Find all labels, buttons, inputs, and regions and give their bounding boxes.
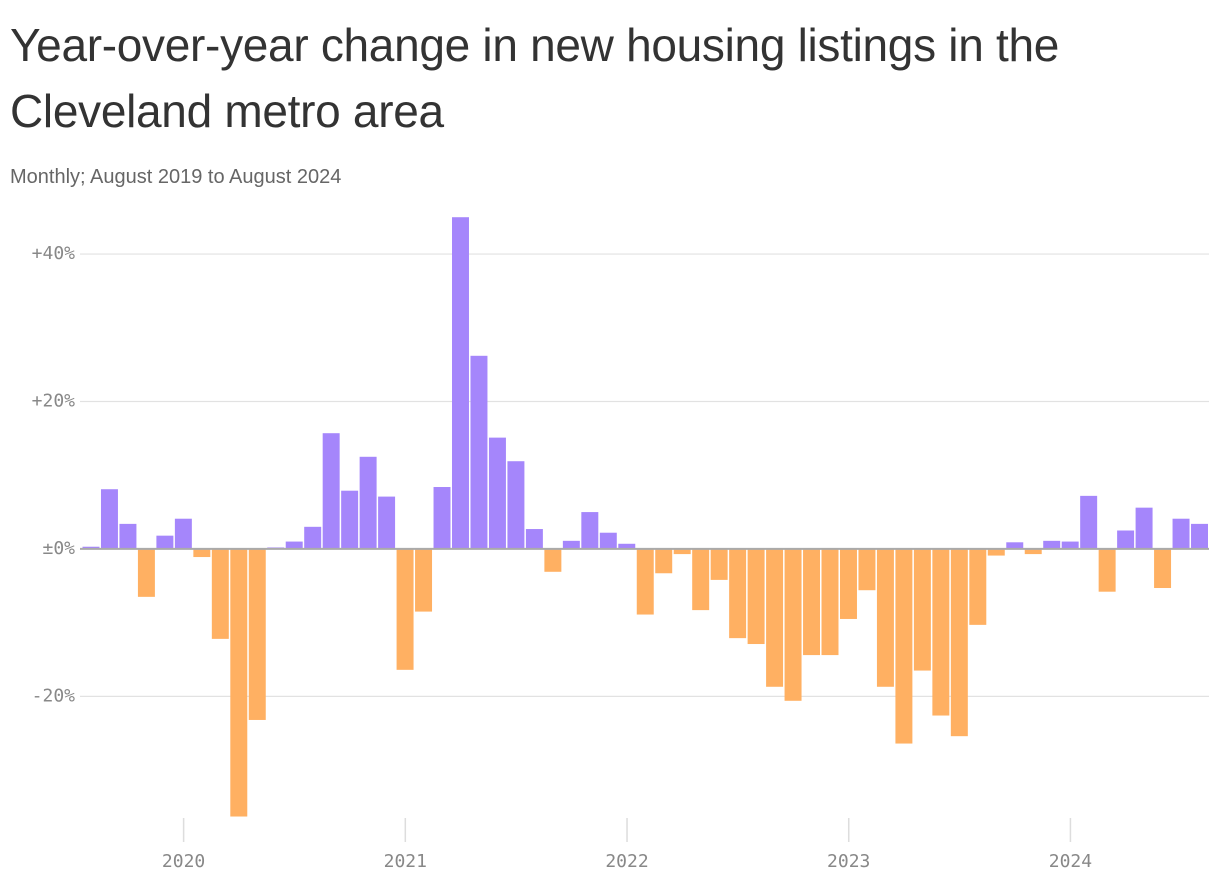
bar	[710, 548, 728, 580]
x-tick-label: 2023	[827, 851, 870, 872]
bar	[415, 548, 433, 612]
bar	[1117, 530, 1135, 549]
bar	[100, 489, 118, 549]
bar	[322, 433, 340, 549]
bar	[507, 461, 525, 549]
bar	[876, 548, 894, 687]
bar	[1191, 523, 1208, 549]
x-tick-label: 2021	[384, 851, 427, 872]
x-tick-label: 2020	[162, 851, 205, 872]
bar	[1080, 495, 1098, 549]
bar	[1006, 542, 1024, 549]
chart-title: Year-over-year change in new housing lis…	[10, 19, 1060, 137]
bar	[1061, 541, 1079, 549]
bar	[82, 546, 100, 549]
bar	[581, 512, 599, 549]
bar	[803, 548, 821, 656]
x-tick-label: 2024	[1049, 851, 1092, 872]
bar	[1135, 507, 1153, 549]
bar	[747, 548, 765, 645]
bar	[1098, 548, 1116, 592]
x-tick-label: 2022	[605, 851, 648, 872]
y-tick-label: ±0%	[42, 538, 75, 559]
bar	[784, 548, 802, 701]
bar	[378, 496, 396, 549]
bar	[304, 526, 322, 549]
bar	[950, 548, 968, 737]
bar	[1024, 548, 1042, 555]
bar	[544, 548, 562, 572]
bar	[119, 523, 137, 549]
bar	[913, 548, 931, 671]
bar	[562, 540, 580, 549]
bar	[1043, 540, 1061, 549]
bar	[433, 487, 451, 549]
bar	[987, 548, 1005, 556]
bar	[1154, 548, 1172, 589]
y-tick-label: -20%	[32, 685, 76, 706]
bar	[525, 529, 543, 549]
bar	[285, 541, 303, 549]
bar	[230, 548, 248, 817]
bar	[396, 548, 414, 670]
bar	[599, 532, 617, 549]
bar	[156, 535, 174, 549]
bar	[655, 548, 673, 574]
bar	[858, 548, 876, 591]
bar	[692, 548, 710, 611]
bar	[839, 548, 857, 619]
bar	[137, 548, 155, 597]
bar	[248, 548, 266, 720]
axes: +40% +20% ±0% -20% 2020 2021 2022 2023 2024	[32, 243, 1209, 872]
bar	[766, 548, 784, 687]
bar	[211, 548, 229, 639]
bar	[821, 548, 839, 656]
chart-subtitle: Monthly; August 2019 to August 2024	[10, 166, 342, 188]
bar	[969, 548, 987, 625]
bar	[452, 217, 469, 549]
bar	[932, 548, 950, 716]
bar	[174, 518, 192, 549]
bar	[729, 548, 747, 639]
bar	[618, 543, 636, 549]
bar	[636, 548, 654, 615]
bar	[488, 437, 506, 549]
bar	[1172, 518, 1190, 549]
y-tick-label: +20%	[32, 391, 76, 412]
bar	[193, 548, 211, 558]
bar	[470, 355, 488, 549]
y-tick-label: +40%	[32, 243, 76, 264]
bar	[341, 490, 359, 549]
grid	[80, 253, 1209, 842]
bars	[82, 217, 1208, 817]
bar	[895, 548, 913, 744]
bar	[359, 456, 377, 549]
bar	[673, 548, 691, 555]
